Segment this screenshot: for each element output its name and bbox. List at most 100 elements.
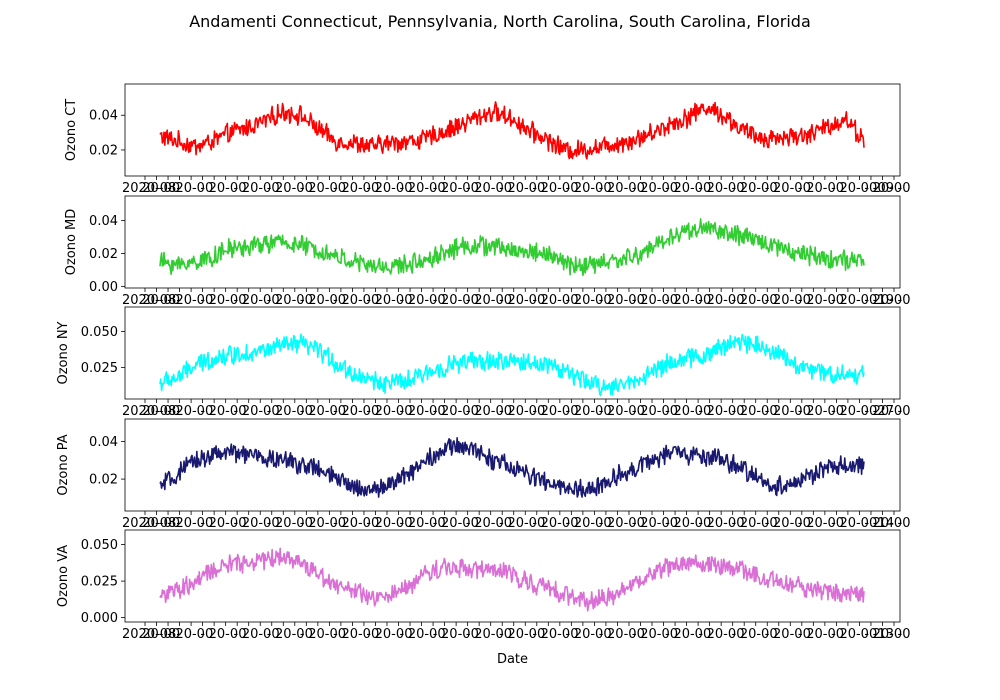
x-tick-label: -0	[167, 404, 180, 419]
x-tick-label: -0	[267, 293, 280, 308]
x-tick-label: 20-0	[441, 404, 471, 419]
x-tick-label: 20-0	[740, 516, 770, 531]
x-tick-label: -0	[366, 516, 379, 531]
x-tick-label: -0	[665, 627, 678, 642]
x-tick-label: -0	[366, 293, 379, 308]
x-tick-label: 20-0	[507, 181, 537, 196]
x-tick-label: 20-0	[541, 181, 571, 196]
x-tick-label: -0	[234, 293, 247, 308]
x-tick-label: 20-0	[375, 181, 405, 196]
x-tick-label: -0	[765, 181, 778, 196]
x-tick-label: 20-0	[209, 516, 239, 531]
x-tick-label: -0	[732, 293, 745, 308]
y-tick-label: 0.025	[81, 575, 118, 590]
x-tick-label: -0	[765, 404, 778, 419]
x-tick-label: -0	[234, 516, 247, 531]
x-tick-label: 20-0	[640, 516, 670, 531]
x-tick-label: 20-0	[308, 516, 338, 531]
x-tick-label: 20-0	[375, 516, 405, 531]
x-tick-label: -0	[798, 404, 811, 419]
x-tick-label: 20-0	[773, 181, 803, 196]
x-tick-label: 2020-08-	[122, 293, 181, 308]
x-tick-label: 20-0	[673, 293, 703, 308]
x-tick-label: -0	[732, 181, 745, 196]
x-tick-label: 20-0	[308, 293, 338, 308]
x-tick-label: -0	[400, 293, 413, 308]
x-tick-label: -0	[300, 627, 313, 642]
x-tick-label: -0	[333, 404, 346, 419]
x-tick-label: 20-0	[640, 627, 670, 642]
x-tick-label: -0	[400, 181, 413, 196]
x-tick-label: 20-0	[707, 627, 737, 642]
x-tick-label: 20-0	[541, 516, 571, 531]
x-tick-label: -0	[732, 627, 745, 642]
x-tick-label: -0	[267, 181, 280, 196]
x-tick-label: -0	[234, 627, 247, 642]
x-tick-label: 20-0	[375, 293, 405, 308]
x-tick-label: 20-0	[341, 293, 371, 308]
x-tick-label: 20-0	[341, 627, 371, 642]
x-tick-label: 20-0	[142, 516, 172, 531]
x-tick-label: -0	[864, 516, 877, 531]
x-tick-label: 20-0	[175, 404, 205, 419]
x-tick-label: -0	[333, 516, 346, 531]
y-tick-label: 0.050	[81, 538, 118, 553]
x-tick-label: -0	[665, 293, 678, 308]
x-tick-label: 20-0	[640, 404, 670, 419]
x-tick-label: 20-0	[607, 627, 637, 642]
y-tick-label: 0.000	[81, 611, 118, 626]
x-tick-label: -0	[698, 627, 711, 642]
x-tick-label: -0	[864, 404, 877, 419]
x-tick-label: 20-0	[341, 181, 371, 196]
x-tick-label: 20-0	[242, 627, 272, 642]
x-tick-label: 20-0	[375, 404, 405, 419]
x-tick-label: 20-0	[574, 404, 604, 419]
axes-frame	[124, 418, 901, 512]
x-tick-label: -0	[499, 516, 512, 531]
x-tick-label: -0	[765, 627, 778, 642]
x-tick-label: 20-0	[507, 293, 537, 308]
x-tick-label: -0	[566, 404, 579, 419]
x-tick-label: -0	[798, 181, 811, 196]
y-axis-label: Ozono PA	[56, 434, 71, 495]
x-tick-label: -0	[267, 516, 280, 531]
y-axis-label: Ozono NY	[56, 321, 71, 384]
x-tick-label: -0	[898, 627, 911, 642]
x-tick-label: -0	[466, 181, 479, 196]
x-tick-label: -0	[632, 516, 645, 531]
x-tick-label: 20-0	[308, 181, 338, 196]
x-tick-label: -0	[632, 181, 645, 196]
x-tick-label: 20-0	[839, 516, 869, 531]
x-tick-label: 20-0	[441, 293, 471, 308]
axes-frame	[124, 83, 901, 177]
x-tick-label: 20-0	[474, 627, 504, 642]
x-tick-label: -0	[200, 516, 213, 531]
x-tick-label: 20-0	[474, 516, 504, 531]
x-tick-label: 20-0	[740, 181, 770, 196]
x-tick-label: 20-0	[773, 516, 803, 531]
x-tick-label: 20-0	[806, 404, 836, 419]
x-tick-label: -19	[873, 293, 894, 308]
x-tick-label: -0	[300, 181, 313, 196]
x-tick-label: -0	[831, 516, 844, 531]
x-tick-label: 20-0	[275, 293, 305, 308]
x-tick-label: 20-0	[142, 404, 172, 419]
x-tick-label: -0	[234, 181, 247, 196]
x-tick-label: 20-0	[607, 516, 637, 531]
x-tick-label: -0	[333, 181, 346, 196]
x-tick-label: -0	[765, 516, 778, 531]
x-tick-label: 20-0	[474, 293, 504, 308]
axes-frame	[124, 306, 901, 400]
x-tick-label: 20-0	[873, 404, 903, 419]
x-tick-label: -0	[864, 181, 877, 196]
x-tick-label: 20-0	[275, 181, 305, 196]
x-tick-label: 20-0	[607, 404, 637, 419]
x-tick-label: -0	[665, 181, 678, 196]
x-tick-label: 20-0	[574, 516, 604, 531]
x-tick-label: 20-0	[275, 627, 305, 642]
x-tick-label: -0	[267, 627, 280, 642]
x-tick-label: 20-0	[242, 181, 272, 196]
x-tick-label: -0	[366, 627, 379, 642]
x-tick-label: 20-0	[673, 404, 703, 419]
